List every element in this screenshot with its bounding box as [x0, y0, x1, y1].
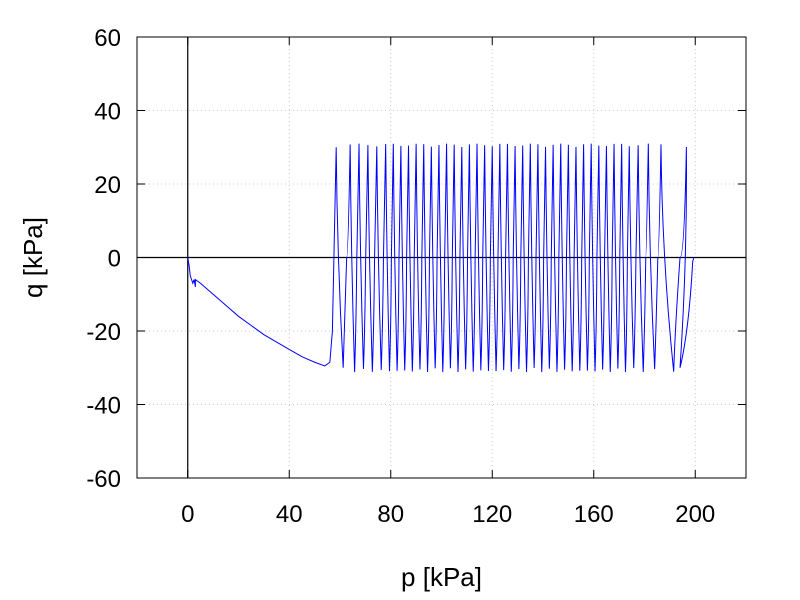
reference-lines [137, 37, 746, 478]
x-tick-label: 40 [276, 501, 303, 528]
y-tick-label: -40 [86, 393, 121, 420]
ticks [137, 36, 746, 479]
x-tick-label: 160 [574, 501, 614, 528]
y-tick-label: -60 [86, 466, 121, 493]
y-tick-label: 60 [94, 25, 121, 52]
y-tick-label: 20 [94, 172, 121, 199]
x-tick-label: 0 [181, 501, 194, 528]
y-tick-label: 40 [94, 99, 121, 126]
series-line [187, 143, 695, 373]
x-tick-label: 80 [377, 501, 404, 528]
x-tick-label: 120 [472, 501, 512, 528]
y-tick-label: 0 [108, 246, 121, 273]
y-tick-label: -20 [86, 319, 121, 346]
x-axis-title: p [kPa] [401, 562, 482, 592]
x-tick-labels: 0 40 80 120 160 200 [181, 501, 715, 528]
x-tick-label: 200 [675, 501, 715, 528]
y-tick-labels: -60 -40 -20 0 20 40 60 [86, 25, 121, 493]
y-axis-title: q [kPa] [18, 217, 48, 298]
